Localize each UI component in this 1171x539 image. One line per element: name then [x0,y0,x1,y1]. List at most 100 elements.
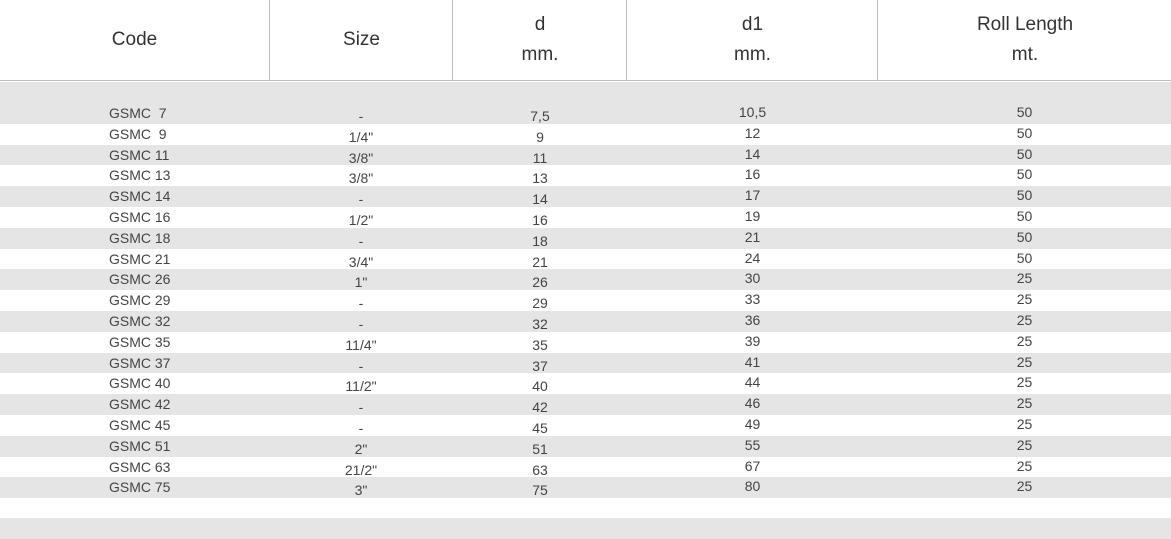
table-row: GSMC 45 - 45 49 25 [0,415,1171,436]
cell-size: - [358,316,364,332]
cell-code: GSMC 9 [109,125,167,142]
cell-size: 11/4" [345,336,377,353]
cell-d1: 14 [744,145,761,162]
header-code: Code [0,0,269,80]
header-d: d mm. [452,0,627,80]
cell-size: 1/4" [348,128,374,145]
cell-d: 32 [532,316,548,332]
cell-size: - [358,420,364,436]
cell-size: 11/2" [345,378,377,395]
cell-d: 11 [532,149,548,166]
cell-code: GSMC 7 [109,105,167,121]
cell-d1: 10,5 [738,104,767,120]
table-row: GSMC 16 1/2" 16 19 50 [0,207,1171,228]
table-row: GSMC 63 21/2" 63 67 25 [0,457,1171,478]
cell-d1: 12 [744,124,761,141]
top-band [0,82,1171,103]
header-d-unit: mm. [521,44,559,65]
header-d1-label: d1 [741,14,764,35]
cell-roll: 25 [1016,374,1033,391]
cell-d: 37 [532,357,548,374]
cell-code: GSMC 35 [109,333,171,350]
cell-d: 75 [532,482,548,499]
cell-size: - [358,191,364,208]
cell-size: 1/2" [348,212,374,228]
cell-code: GSMC 21 [109,250,171,267]
cell-d1: 41 [744,353,761,370]
cell-d: 40 [532,378,548,395]
table-row: GSMC 37 - 37 41 25 [0,352,1171,374]
cell-size: 3/8" [348,170,374,187]
cell-d: 35 [532,336,548,353]
cell-d: 7,5 [530,108,550,124]
table-row: GSMC 75 3" 75 80 25 [0,477,1171,498]
table-row: GSMC 35 11/4" 35 39 25 [0,332,1171,353]
table-row: GSMC 11 3/8" 11 14 50 [0,144,1171,166]
cell-d: 9 [536,128,544,145]
table-row: GSMC 9 1/4" 9 12 50 [0,124,1171,145]
cell-size: 3/8" [348,149,374,166]
cell-roll: 50 [1016,208,1033,224]
cell-d: 51 [532,440,548,457]
cell-roll: 25 [1016,312,1033,328]
cell-d: 18 [532,232,548,249]
table-row: GSMC 7 - 7,5 10,5 50 [0,103,1171,124]
cell-d1: 46 [744,395,761,412]
table-row: GSMC 29 - 29 33 25 [0,290,1171,311]
cell-d1: 39 [744,332,761,349]
cell-d1: 33 [744,291,761,308]
cell-code: GSMC 18 [109,229,171,246]
table-row: GSMC 40 11/2" 40 44 25 [0,373,1171,394]
cell-code: GSMC 16 [109,209,171,225]
cell-code: GSMC 26 [109,271,171,288]
cell-size: 2" [354,440,368,457]
cell-roll: 25 [1016,457,1033,474]
cell-roll: 25 [1016,270,1033,287]
bottom-band [0,518,1171,539]
cell-code: GSMC 37 [109,354,171,371]
cell-roll: 25 [1016,395,1033,412]
header-roll-label: Roll Length [976,14,1074,35]
cell-roll: 25 [1016,332,1033,349]
cell-size: - [358,357,364,374]
header-d-label: d [534,14,546,35]
cell-roll: 50 [1016,249,1033,266]
cell-d1: 24 [744,249,761,266]
cell-code: GSMC 40 [109,375,171,392]
table-header: Code Size d mm. d1 mm. Roll Length mt. [0,0,1171,81]
cell-code: GSMC 13 [109,167,171,184]
cell-size: 1" [354,274,368,291]
table-row: GSMC 26 1" 26 30 25 [0,269,1171,290]
cell-d1: 55 [744,436,761,453]
cell-d1: 30 [744,270,761,287]
cell-d: 63 [532,461,548,478]
header-code-label: Code [111,29,158,50]
cell-d: 14 [532,191,548,208]
cell-roll: 50 [1016,124,1033,141]
table-row: GSMC 13 3/8" 13 16 50 [0,165,1171,186]
cell-code: GSMC 11 [109,146,170,163]
cell-d1: 67 [744,457,761,474]
cell-size: 3/4" [348,253,374,270]
header-d1: d1 mm. [626,0,878,80]
cell-d1: 21 [744,228,761,245]
cell-d: 16 [532,212,548,228]
cell-roll: 50 [1016,166,1033,183]
cell-size: 21/2" [344,461,378,478]
cell-code: GSMC 51 [109,437,171,454]
cell-d1: 80 [744,478,761,495]
cell-roll: 25 [1016,478,1033,495]
cell-size: - [358,232,364,249]
header-size: Size [269,0,453,80]
cell-roll: 50 [1016,187,1033,204]
cell-code: GSMC 75 [109,479,171,496]
cell-d: 26 [532,274,548,291]
cell-size: 3" [354,482,368,499]
cell-code: GSMC 29 [109,292,171,309]
header-roll-unit: mt. [1011,44,1039,65]
cell-roll: 50 [1016,228,1033,245]
cell-d: 45 [532,420,548,436]
cell-code: GSMC 32 [109,313,171,329]
cell-roll: 25 [1016,353,1033,370]
table-row: GSMC 51 2" 51 55 25 [0,435,1171,457]
